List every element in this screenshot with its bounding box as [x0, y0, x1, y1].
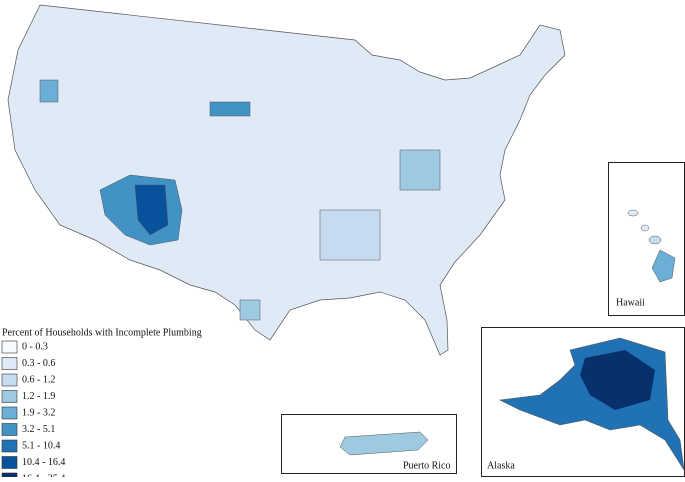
- legend-label: 1.2 - 1.9: [22, 391, 55, 402]
- legend-swatch: [1, 390, 18, 403]
- legend-swatch: [1, 373, 18, 387]
- legend-label: 3.2 - 5.1: [22, 424, 55, 435]
- legend-swatch: [1, 406, 18, 420]
- inset-label: Alaska: [487, 460, 515, 471]
- us-outline: [7, 4, 566, 356]
- island: [651, 249, 676, 283]
- region-south: [319, 209, 381, 261]
- legend-swatch: [1, 439, 18, 453]
- region-appalachia: [399, 149, 441, 191]
- region-dakota: [209, 101, 251, 117]
- island: [640, 224, 650, 232]
- legend-label: 5.1 - 10.4: [22, 440, 60, 451]
- legend-swatch: [1, 423, 18, 436]
- legend-label: 0 - 0.3: [22, 341, 48, 352]
- legend: 0 - 0.3 0.3 - 0.6 0.6 - 1.2 1.2 - 1.9 1.9 - …: [1, 340, 65, 482]
- legend-label: 1.9 - 3.2: [22, 407, 55, 418]
- island: [627, 209, 639, 217]
- legend-swatch: [1, 340, 18, 354]
- inset-label: Hawaii: [616, 297, 645, 308]
- alaska-core: [580, 350, 655, 410]
- region-navajo: [134, 184, 169, 236]
- island: [339, 431, 429, 456]
- region-west: [39, 79, 59, 103]
- legend-swatch: [1, 472, 18, 482]
- region-texas: [239, 299, 261, 321]
- legend-label: 10.4 - 16.4: [22, 457, 65, 468]
- legend-label: 0.3 - 0.6: [22, 358, 55, 369]
- inset-frame: [608, 162, 685, 316]
- inset-label: Puerto Rico: [403, 460, 451, 471]
- legend-label: 16.4 - 35.4: [22, 473, 65, 477]
- legend-swatch: [1, 456, 18, 469]
- legend-label: 0.6 - 1.2: [22, 374, 55, 385]
- island: [648, 235, 662, 245]
- legend-title: Percent of Households with Incomplete Pl…: [2, 327, 202, 338]
- legend-swatch: [1, 357, 18, 370]
